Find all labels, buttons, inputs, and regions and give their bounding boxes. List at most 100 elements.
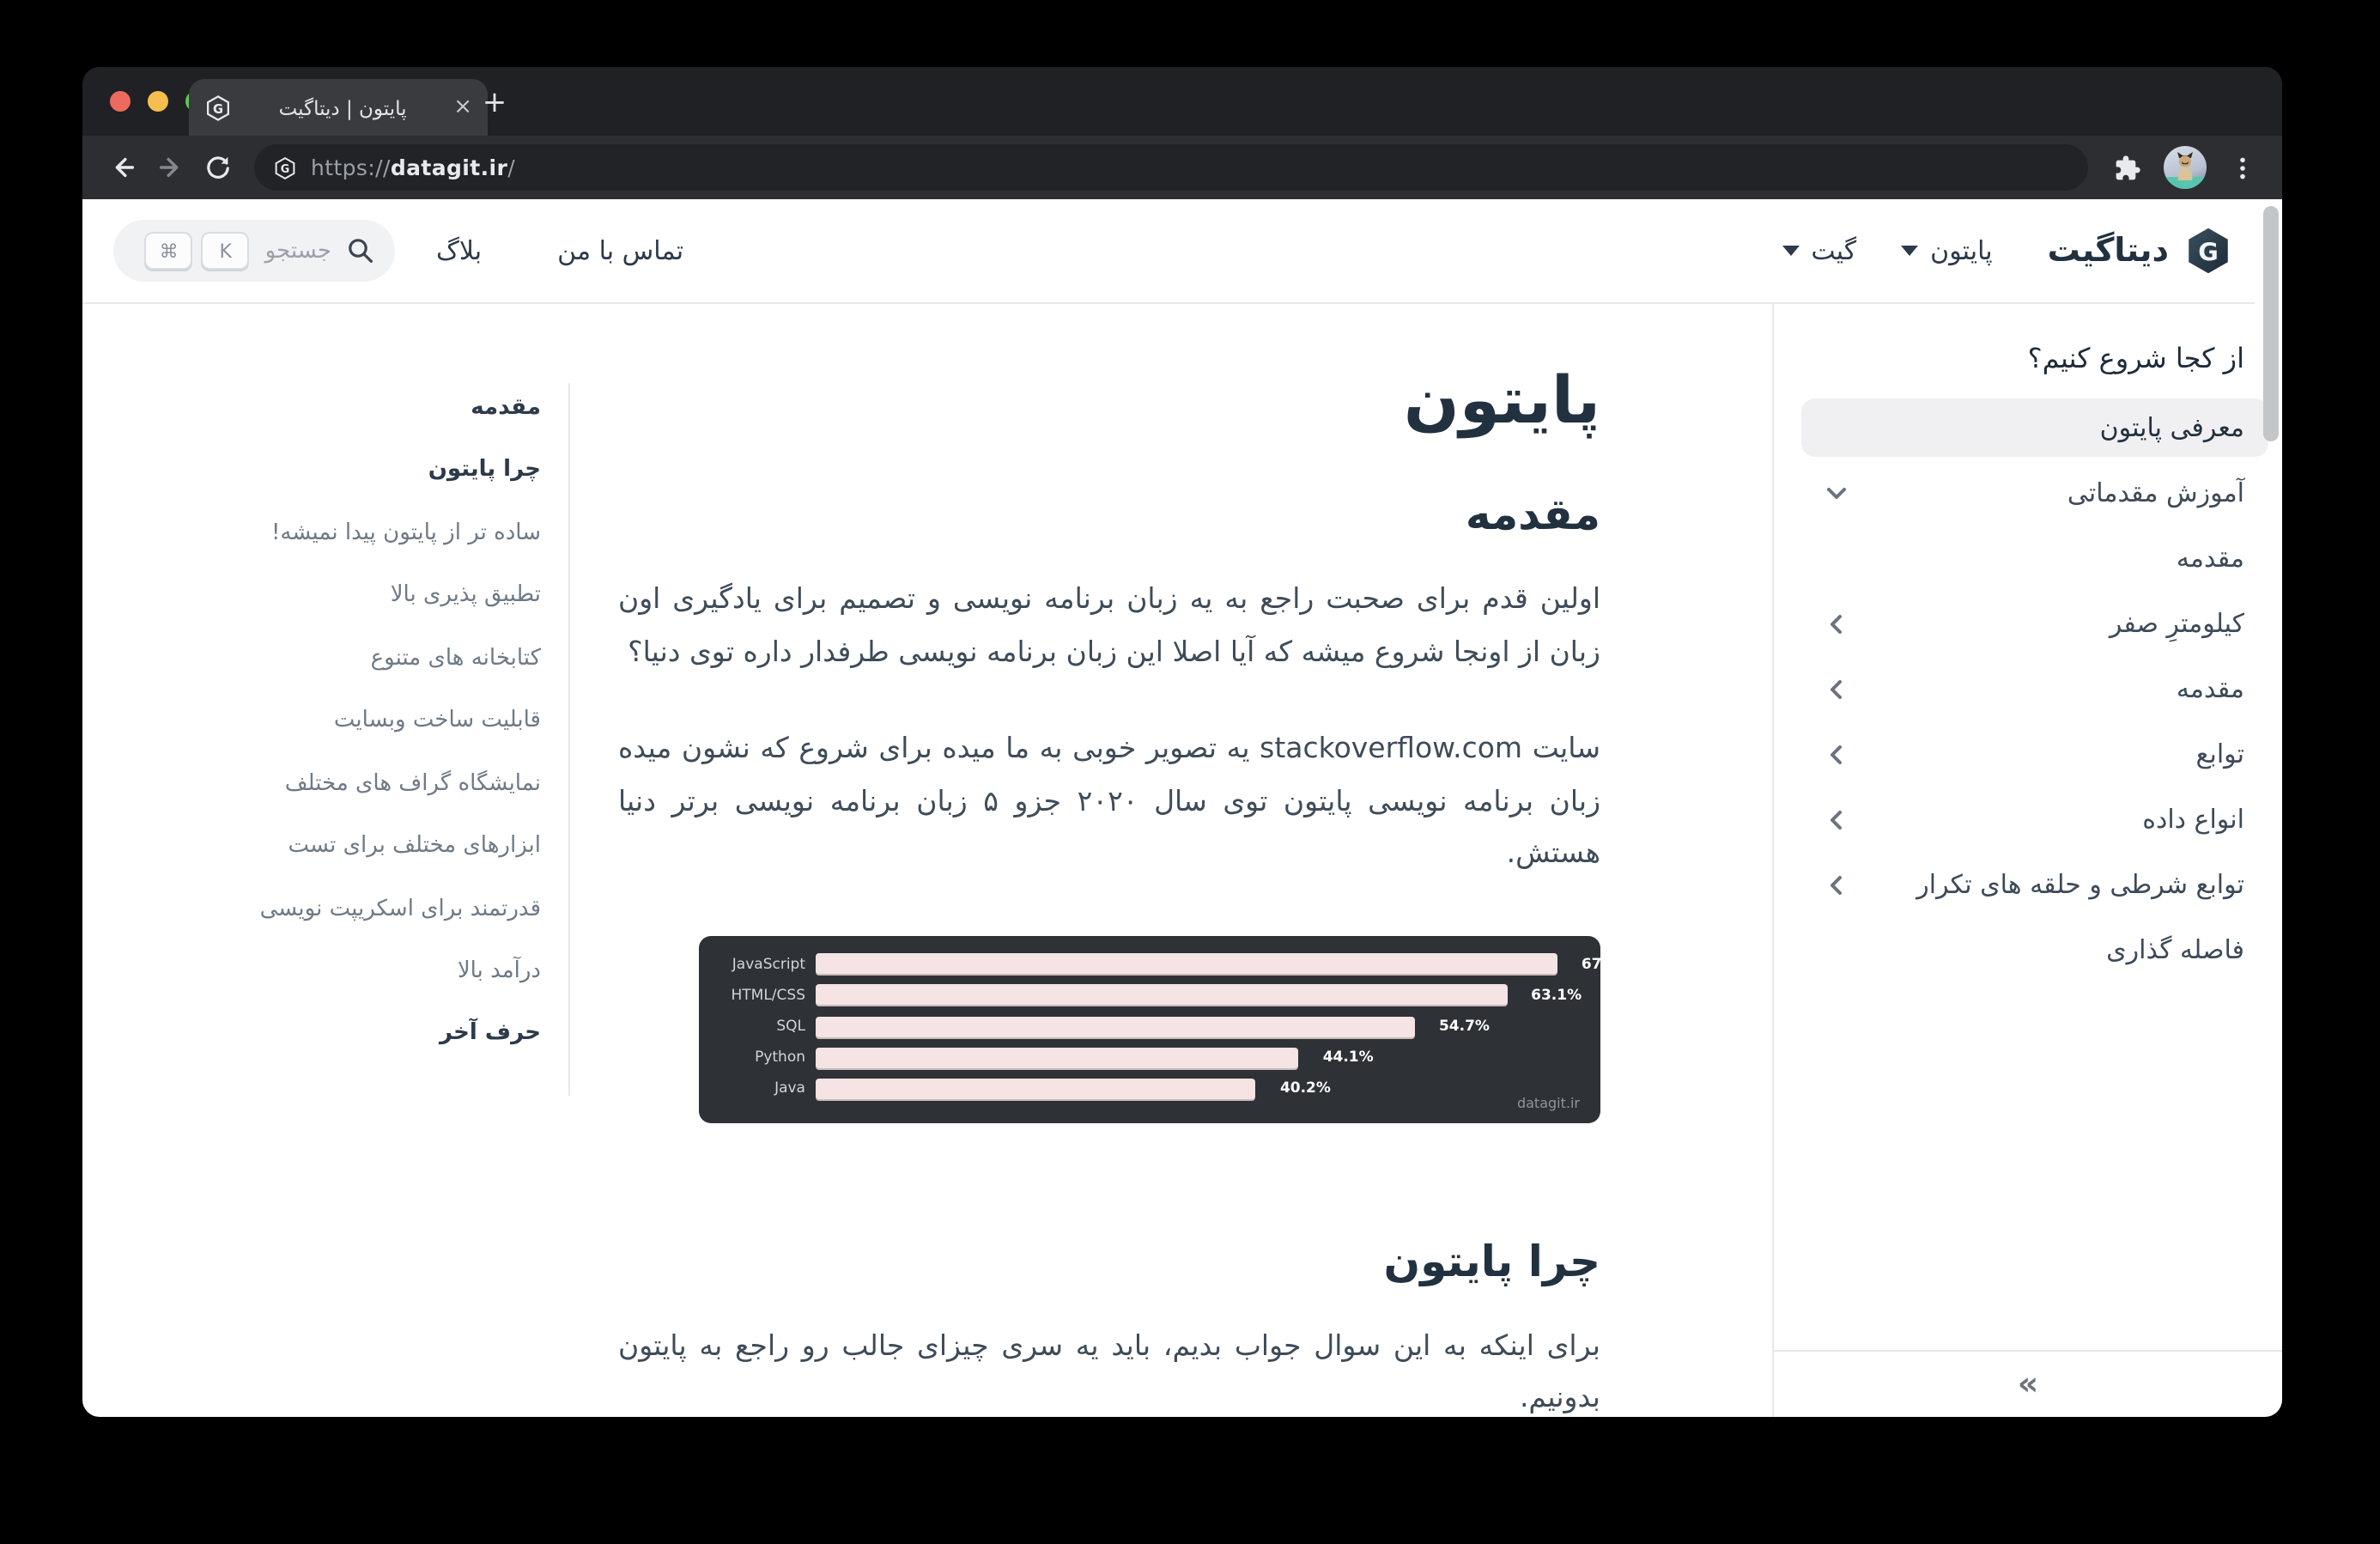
toc-item[interactable]: قابلیت ساخت وبسایت <box>333 708 541 734</box>
sidebar-item-label: کیلومترِ صفر <box>2109 608 2244 639</box>
toc-item[interactable]: درآمد بالا <box>457 957 541 984</box>
sidebar-item-label: توابع شرطی و حلقه های تکرار <box>1916 869 2244 900</box>
sidebar-item-label: فاصله گذاری <box>2106 934 2244 965</box>
minimize-window-button[interactable] <box>148 91 168 112</box>
chevron-down-icon <box>1827 487 1846 498</box>
sidebar-item[interactable]: توابع <box>1801 725 2268 783</box>
sidebar-item-chevron <box>1825 873 1848 896</box>
sidebar-item-chevron <box>1825 612 1848 635</box>
toc-item[interactable]: قدرتمند برای اسکریپت نویسی <box>259 896 541 921</box>
toc-item[interactable]: کتابخانه های متنوع <box>370 645 541 672</box>
toc-item[interactable]: چرا پایتون <box>428 457 541 483</box>
cat-avatar-icon <box>2177 152 2193 180</box>
sidebar-heading: از کجا شروع کنیم؟ <box>2027 342 2244 374</box>
browser-menu-button[interactable] <box>2220 145 2265 190</box>
language-popularity-chart: JavaScript 67.7% HTML/CSS 63.1% SQL 54.7% Pyth… <box>699 935 1632 1123</box>
chevron-left-icon <box>1831 875 1842 894</box>
browser-window: G پایتون | دیتاگیت × + <box>82 67 2282 1417</box>
sidebar-item[interactable]: آموزش مقدماتی <box>1801 464 2268 522</box>
chevron-left-icon <box>1831 679 1842 698</box>
sidebar-item[interactable]: مقدمه <box>1801 529 2268 587</box>
url-bar[interactable]: G https://datagit.ir/ <box>254 144 2088 191</box>
browser-tabbar: G پایتون | دیتاگیت × + <box>82 67 2282 136</box>
paragraph-3: برای اینکه به این سوال جواب بدیم، باید ی… <box>618 1328 1600 1414</box>
url-host: datagit.ir <box>390 155 508 180</box>
toc-item[interactable]: مقدمه <box>471 395 541 421</box>
url-favicon-icon: G <box>275 155 295 179</box>
chart-category-label: SQL <box>776 1018 805 1036</box>
nav-item-git-label: گیت <box>1811 235 1857 266</box>
sidebar-item[interactable]: فاصله گذاری <box>1801 921 2268 979</box>
sidebar-item-label: معرفی پایتون <box>2099 412 2244 443</box>
svg-text:G: G <box>281 162 290 175</box>
brand-name: دیتاگیت <box>2047 232 2169 270</box>
page-scrollbar-thumb[interactable] <box>2263 206 2279 441</box>
sidebar-item-chevron <box>1825 482 1848 504</box>
new-tab-button[interactable]: + <box>482 86 507 120</box>
paragraph-1: اولین قدم برای صحبت راجع به یه زبان برنا… <box>618 582 1600 668</box>
forward-arrow-icon <box>158 157 178 178</box>
sidebar-item-label: انواع داده <box>2142 804 2244 835</box>
site-logo[interactable]: G دیتاگیت <box>2048 225 2234 277</box>
sidebar-item-label: مقدمه <box>2176 543 2244 574</box>
nav-item-python[interactable]: پایتون <box>1901 235 1993 266</box>
chevron-down-icon <box>1782 246 1800 256</box>
sidebar-item-chevron <box>1825 808 1848 830</box>
toc-item[interactable]: تطبیق پذیری بالا <box>390 582 541 609</box>
url-scheme: https:// <box>311 155 391 180</box>
browser-toolbar: G https://datagit.ir/ <box>82 136 2282 199</box>
chart-bar-track: 54.7% <box>816 1016 1576 1039</box>
chevron-left-icon <box>1831 810 1842 829</box>
docs-sidebar-list: از کجا شروع کنیم؟ معرفی پایتون آموزش مقدم… <box>1774 304 2282 1350</box>
datagit-logo-icon: G <box>2189 228 2228 274</box>
forward-button[interactable] <box>148 145 192 190</box>
header-nav: پایتون گیت <box>1782 235 1993 266</box>
chart-category-label: HTML/CSS <box>731 987 806 1005</box>
chart-bar-row: JavaScript 67.7% <box>716 952 1632 977</box>
link-contact[interactable]: تماس با من <box>557 235 684 266</box>
sidebar-item[interactable]: کیلومترِ صفر <box>1801 594 2268 653</box>
link-blog[interactable]: بلاگ <box>436 235 483 266</box>
page-title: پایتون <box>1403 362 1600 438</box>
chart-category-label: JavaScript <box>732 956 805 974</box>
main-area: پایتون مقدمه اولین قدم برای صحبت راجع به… <box>82 304 1772 1417</box>
profile-avatar[interactable] <box>2164 146 2207 189</box>
chart-bar <box>816 984 1508 1007</box>
browser-tab[interactable]: G پایتون | دیتاگیت × <box>189 79 488 136</box>
sidebar-item[interactable]: مقدمه <box>1801 660 2268 718</box>
tab-close-icon[interactable]: × <box>453 94 472 120</box>
back-button[interactable] <box>100 145 144 190</box>
nav-item-python-label: پایتون <box>1930 235 1993 266</box>
reload-button[interactable] <box>196 145 240 190</box>
paragraph-2: سایت stackoverflow.com یه تصویر خوبی به … <box>618 732 1601 870</box>
toc-item[interactable]: ابزارهای مختلف برای تست <box>288 833 541 860</box>
k-keycap: K <box>201 232 250 270</box>
extensions-button[interactable] <box>2105 145 2150 190</box>
url-path: / <box>507 155 516 180</box>
sidebar-item-label: آموزش مقدماتی <box>2067 477 2244 508</box>
chart-category-label: Python <box>755 1049 805 1067</box>
nav-item-git[interactable]: گیت <box>1782 235 1856 266</box>
toc-item[interactable]: نمایشگاه گراف های مختلف <box>284 770 541 797</box>
table-of-contents: مقدمه چرا پایتون ساده تر از پایتون پیدا نم… <box>153 383 570 1096</box>
toc-item[interactable]: ساده تر از پایتون پیدا نمیشه! <box>271 520 541 546</box>
sidebar-item[interactable]: معرفی پایتون <box>1801 398 2268 457</box>
sidebar-collapse-button[interactable]: » <box>1774 1350 2282 1417</box>
sidebar-item[interactable]: توابع شرطی و حلقه های تکرار <box>1801 855 2268 914</box>
back-arrow-icon <box>114 157 134 178</box>
chart-bar-row: SQL 54.7% <box>716 1015 1576 1040</box>
close-window-button[interactable] <box>110 91 131 112</box>
chart-bar <box>816 1016 1415 1039</box>
chart-value-label: 44.1% <box>1322 1049 1374 1067</box>
site-favicon-icon: G <box>207 94 229 120</box>
docs-sidebar: از کجا شروع کنیم؟ معرفی پایتون آموزش مقدم… <box>1772 304 2282 1417</box>
sidebar-item-label: مقدمه <box>2176 673 2244 704</box>
chart-watermark: datagit.ir <box>1516 1095 1580 1111</box>
sidebar-item-chevron <box>1825 743 1848 765</box>
article: پایتون مقدمه اولین قدم برای صحبت راجع به… <box>618 304 1632 1417</box>
sidebar-item[interactable]: انواع داده <box>1801 790 2268 848</box>
reload-icon <box>207 155 229 178</box>
search-box[interactable]: جستجو ⌘ K <box>113 220 395 282</box>
toc-item[interactable]: حرف آخر <box>440 1020 541 1047</box>
chart-value-label: 54.7% <box>1438 1018 1490 1036</box>
